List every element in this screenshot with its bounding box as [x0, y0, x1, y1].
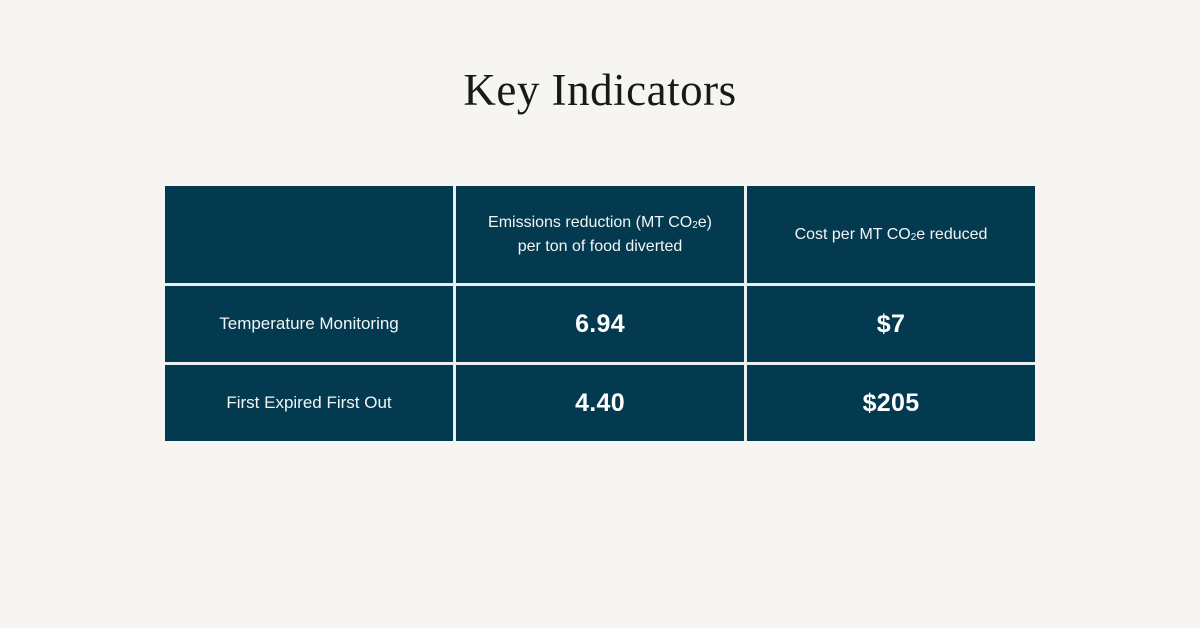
header-cell-emissions: Emissions reduction (MT CO2e) per ton of… [456, 186, 744, 283]
co2-subscript: 2 [692, 220, 698, 232]
header-cost-pre: Cost per MT CO [794, 225, 911, 243]
value-temperature-monitoring-cost: $7 [747, 286, 1035, 362]
header-emissions-line1-post: e) [697, 213, 712, 231]
row-label-temperature-monitoring: Temperature Monitoring [165, 286, 453, 362]
key-indicators-table: Emissions reduction (MT CO2e) per ton of… [165, 186, 1035, 441]
header-cell-cost: Cost per MT CO2e reduced [747, 186, 1035, 283]
header-cell-empty [165, 186, 453, 283]
page-title: Key Indicators [463, 65, 737, 115]
header-emissions-line1-pre: Emissions reduction (MT CO [488, 213, 693, 231]
value-temperature-monitoring-emissions: 6.94 [456, 286, 744, 362]
header-emissions-line1: Emissions reduction (MT CO2e) [488, 211, 712, 235]
value-first-expired-first-out-emissions: 4.40 [456, 365, 744, 441]
value-first-expired-first-out-cost: $205 [747, 365, 1035, 441]
row-label-first-expired-first-out: First Expired First Out [165, 365, 453, 441]
header-cost-line: Cost per MT CO2e reduced [795, 223, 988, 247]
header-emissions-line2: per ton of food diverted [517, 237, 683, 255]
co2-subscript: 2 [910, 232, 917, 244]
header-cost-post: e reduced [916, 225, 988, 243]
